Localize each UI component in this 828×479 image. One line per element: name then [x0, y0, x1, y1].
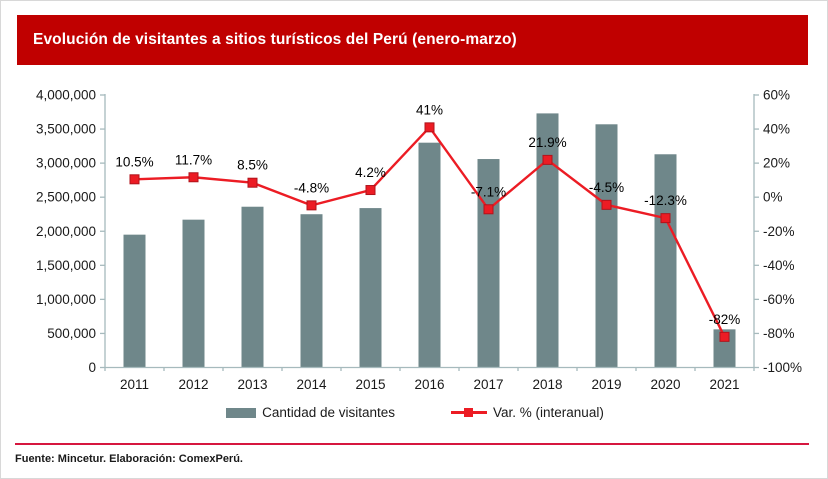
- bar-2020: [654, 154, 677, 368]
- left-axis-tick-label: 3,000,000: [36, 156, 96, 171]
- bar-2021: [713, 329, 736, 368]
- legend-item-variation: Var. % (interanual): [451, 405, 604, 420]
- marker-2012: [188, 172, 199, 183]
- data-label-2020: -12.3%: [644, 193, 687, 208]
- marker-2016: [424, 122, 435, 133]
- data-label-2018: 21.9%: [528, 135, 566, 150]
- right-axis-tick-label: -100%: [763, 360, 802, 375]
- bar-2013: [241, 206, 264, 368]
- legend-item-visitors: Cantidad de visitantes: [226, 405, 395, 420]
- left-axis-tick-label: 2,000,000: [36, 224, 96, 239]
- marker-2021: [719, 331, 730, 342]
- chart-title: Evolución de visitantes a sitios turísti…: [33, 31, 517, 48]
- bar-2014: [300, 214, 323, 368]
- bar-2016: [418, 142, 441, 368]
- marker-2018: [542, 154, 553, 165]
- left-axis-tick-label: 1,500,000: [36, 258, 96, 273]
- title-banner: Evolución de visitantes a sitios turísti…: [17, 15, 808, 65]
- right-axis-tick-label: 40%: [763, 122, 790, 137]
- left-axis-tick-label: 500,000: [47, 326, 96, 341]
- data-label-2017: -7.1%: [471, 184, 506, 199]
- line-series-swatch-icon: [451, 408, 488, 417]
- left-axis-tick-label: 2,500,000: [36, 190, 96, 205]
- bar-2012: [182, 219, 205, 368]
- data-label-2013: 8.5%: [237, 158, 268, 173]
- left-axis-tick-label: 0: [88, 360, 96, 375]
- bar-2018: [536, 113, 559, 368]
- x-axis-label-2017: 2017: [473, 377, 503, 392]
- x-axis-label-2020: 2020: [650, 377, 680, 392]
- right-axis-tick-label: -20%: [763, 224, 795, 239]
- data-label-2015: 4.2%: [355, 165, 386, 180]
- data-label-2011: 10.5%: [115, 154, 153, 169]
- data-label-2019: -4.5%: [589, 180, 624, 195]
- bar-2019: [595, 124, 618, 368]
- left-axis-tick-label: 4,000,000: [36, 88, 96, 103]
- footer-divider: [15, 443, 809, 445]
- left-axis-tick-label: 1,000,000: [36, 292, 96, 307]
- left-axis-tick-label: 3,500,000: [36, 122, 96, 137]
- x-axis-label-2011: 2011: [120, 377, 149, 392]
- marker-2020: [660, 213, 671, 224]
- marker-2019: [601, 199, 612, 210]
- data-label-2016: 41%: [416, 102, 443, 117]
- legend-label-variation: Var. % (interanual): [493, 405, 604, 420]
- right-axis-tick-label: 60%: [763, 88, 790, 103]
- x-axis-label-2018: 2018: [532, 377, 562, 392]
- right-axis-tick-label: -40%: [763, 258, 795, 273]
- x-axis-label-2021: 2021: [709, 377, 739, 392]
- marker-2014: [306, 200, 317, 211]
- marker-2011: [129, 174, 140, 185]
- x-axis-label-2012: 2012: [178, 377, 208, 392]
- marker-2015: [365, 185, 376, 196]
- right-axis-tick-label: 20%: [763, 156, 790, 171]
- data-label-2021: -82%: [709, 312, 741, 327]
- bar-2017: [477, 159, 500, 368]
- bar-series-swatch-icon: [226, 407, 257, 418]
- data-label-2012: 11.7%: [175, 152, 212, 167]
- x-axis-label-2014: 2014: [296, 377, 327, 392]
- x-axis-label-2019: 2019: [591, 377, 621, 392]
- bar-2015: [359, 208, 382, 368]
- marker-2017: [483, 204, 494, 215]
- chart-legend: Cantidad de visitantes Var. % (interanua…: [1, 405, 827, 420]
- x-axis-label-2013: 2013: [237, 377, 267, 392]
- marker-2013: [247, 177, 258, 188]
- bar-2011: [123, 234, 146, 368]
- x-axis-label-2016: 2016: [414, 377, 444, 392]
- legend-label-visitors: Cantidad de visitantes: [262, 405, 396, 420]
- source-note: Fuente: Mincetur. Elaboración: ComexPerú…: [15, 453, 243, 465]
- right-axis-tick-label: -60%: [763, 292, 795, 307]
- right-axis-tick-label: -80%: [763, 326, 795, 341]
- right-axis-tick-label: 0%: [763, 190, 783, 205]
- data-label-2014: -4.8%: [294, 180, 329, 195]
- x-axis-label-2015: 2015: [355, 377, 385, 392]
